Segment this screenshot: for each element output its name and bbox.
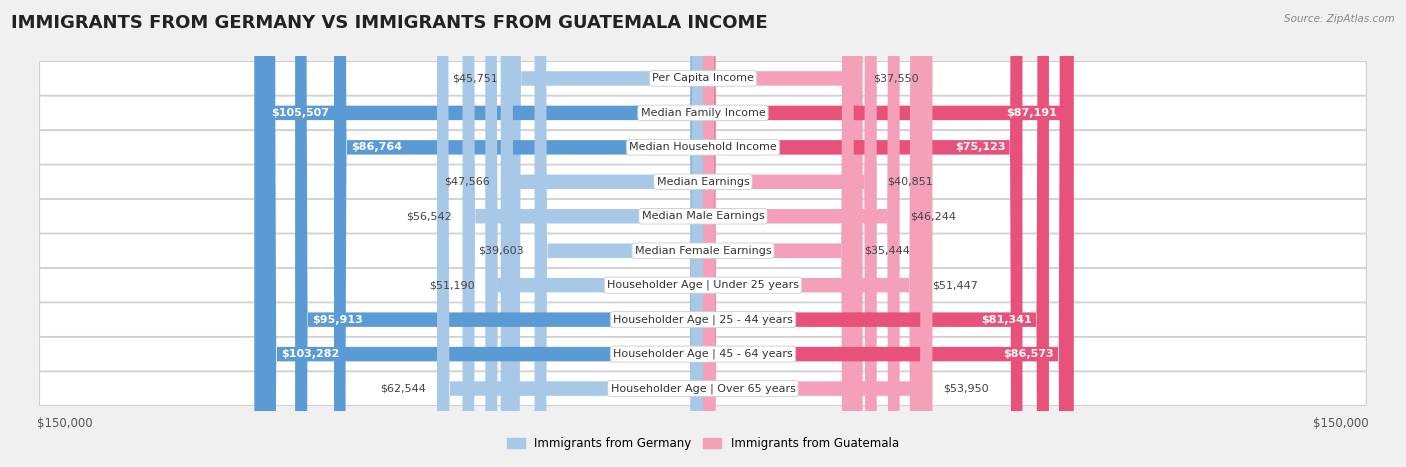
FancyBboxPatch shape: [39, 130, 1367, 164]
FancyBboxPatch shape: [703, 0, 1074, 467]
Text: $51,190: $51,190: [429, 280, 475, 290]
FancyBboxPatch shape: [254, 0, 703, 467]
Text: $53,950: $53,950: [943, 383, 988, 394]
FancyBboxPatch shape: [39, 372, 1367, 405]
Text: $47,566: $47,566: [444, 177, 491, 187]
Text: Householder Age | Under 25 years: Householder Age | Under 25 years: [607, 280, 799, 290]
FancyBboxPatch shape: [485, 0, 703, 467]
Text: Median Earnings: Median Earnings: [657, 177, 749, 187]
Text: Householder Age | Over 65 years: Householder Age | Over 65 years: [610, 383, 796, 394]
Text: $56,542: $56,542: [406, 211, 451, 221]
Text: $62,544: $62,544: [381, 383, 426, 394]
FancyBboxPatch shape: [39, 165, 1367, 198]
Text: Median Male Earnings: Median Male Earnings: [641, 211, 765, 221]
FancyBboxPatch shape: [39, 337, 1367, 371]
FancyBboxPatch shape: [703, 0, 1022, 467]
FancyBboxPatch shape: [39, 62, 1367, 95]
FancyBboxPatch shape: [39, 234, 1367, 268]
FancyBboxPatch shape: [463, 0, 703, 467]
FancyBboxPatch shape: [703, 0, 1049, 467]
Text: Householder Age | 25 - 44 years: Householder Age | 25 - 44 years: [613, 314, 793, 325]
FancyBboxPatch shape: [295, 0, 703, 467]
FancyBboxPatch shape: [703, 0, 922, 467]
FancyBboxPatch shape: [703, 0, 853, 467]
Text: $105,507: $105,507: [271, 108, 329, 118]
Legend: Immigrants from Germany, Immigrants from Guatemala: Immigrants from Germany, Immigrants from…: [502, 432, 904, 455]
Text: $39,603: $39,603: [478, 246, 524, 256]
Text: Householder Age | 45 - 64 years: Householder Age | 45 - 64 years: [613, 349, 793, 359]
Text: $95,913: $95,913: [312, 315, 363, 325]
FancyBboxPatch shape: [703, 0, 877, 467]
FancyBboxPatch shape: [509, 0, 703, 467]
Text: IMMIGRANTS FROM GERMANY VS IMMIGRANTS FROM GUATEMALA INCOME: IMMIGRANTS FROM GERMANY VS IMMIGRANTS FR…: [11, 14, 768, 32]
FancyBboxPatch shape: [703, 0, 1071, 467]
FancyBboxPatch shape: [39, 269, 1367, 302]
FancyBboxPatch shape: [39, 96, 1367, 130]
FancyBboxPatch shape: [703, 0, 932, 467]
FancyBboxPatch shape: [264, 0, 703, 467]
FancyBboxPatch shape: [703, 0, 900, 467]
Text: $86,573: $86,573: [1004, 349, 1054, 359]
Text: Median Family Income: Median Family Income: [641, 108, 765, 118]
Text: $81,341: $81,341: [981, 315, 1032, 325]
Text: $103,282: $103,282: [281, 349, 339, 359]
FancyBboxPatch shape: [335, 0, 703, 467]
Text: $45,751: $45,751: [453, 73, 498, 84]
Text: Source: ZipAtlas.com: Source: ZipAtlas.com: [1284, 14, 1395, 24]
FancyBboxPatch shape: [39, 199, 1367, 233]
Text: $51,447: $51,447: [932, 280, 979, 290]
Text: Median Female Earnings: Median Female Earnings: [634, 246, 772, 256]
Text: $37,550: $37,550: [873, 73, 920, 84]
FancyBboxPatch shape: [501, 0, 703, 467]
Text: $46,244: $46,244: [910, 211, 956, 221]
Text: Per Capita Income: Per Capita Income: [652, 73, 754, 84]
FancyBboxPatch shape: [437, 0, 703, 467]
FancyBboxPatch shape: [534, 0, 703, 467]
Text: $40,851: $40,851: [887, 177, 934, 187]
Text: $87,191: $87,191: [1005, 108, 1057, 118]
Text: $35,444: $35,444: [865, 246, 910, 256]
Text: $86,764: $86,764: [352, 142, 402, 152]
FancyBboxPatch shape: [703, 0, 863, 467]
Text: $75,123: $75,123: [955, 142, 1005, 152]
FancyBboxPatch shape: [39, 303, 1367, 337]
Text: Median Household Income: Median Household Income: [628, 142, 778, 152]
